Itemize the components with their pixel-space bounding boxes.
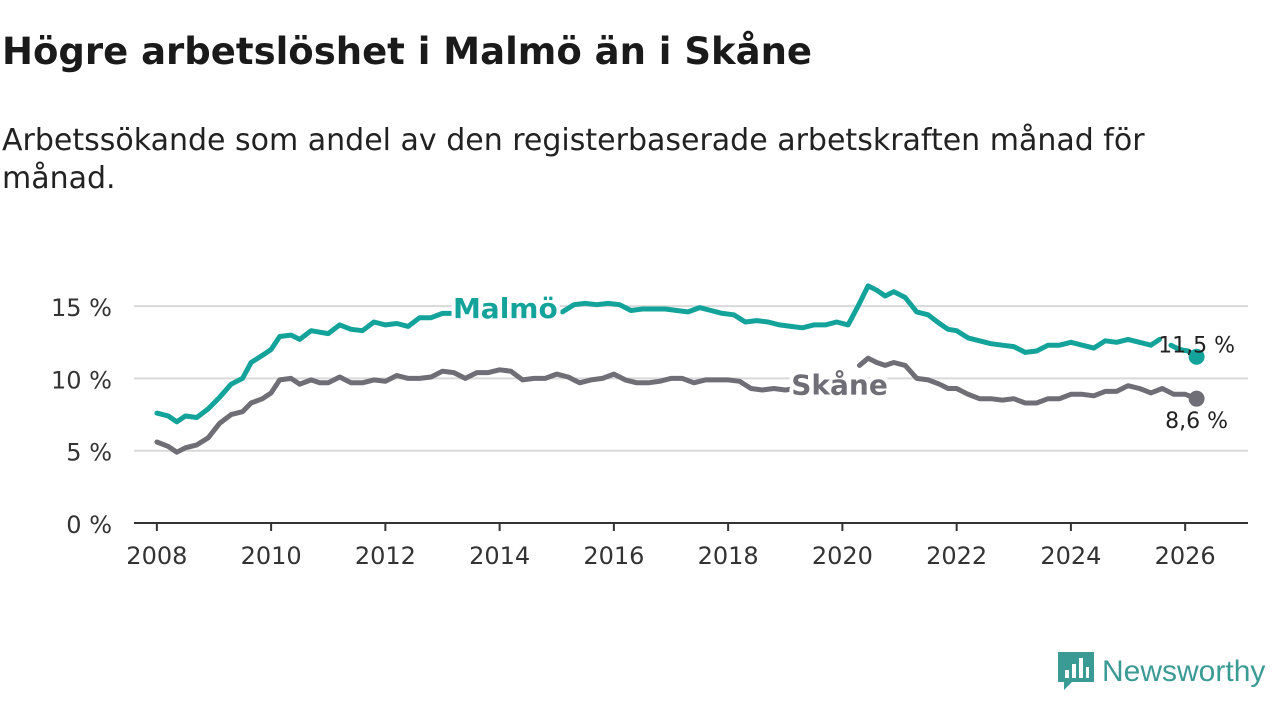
x-tick-label: 2018 — [698, 542, 759, 570]
series-label: Malmö — [453, 292, 558, 325]
x-axis: 2008 2010 2012 2014 2016 2018 2020 2022 2024 2026 — [126, 522, 1248, 570]
series-layer — [154, 283, 1205, 455]
brand-name: Newsworthy — [1102, 655, 1266, 688]
gridlines — [134, 305, 1248, 452]
series-line-skane — [857, 355, 1200, 406]
end-value-label: 8,6 % — [1165, 409, 1228, 434]
newsworthy-logo-icon — [1058, 652, 1094, 690]
x-tick-label: 2024 — [1040, 542, 1101, 570]
x-tick-label: 2016 — [583, 542, 644, 570]
y-tick-label: 15 % — [51, 294, 112, 322]
end-value-label: 11,5 % — [1158, 334, 1235, 359]
x-tick-label: 2020 — [812, 542, 873, 570]
y-tick-label: 10 % — [51, 366, 112, 394]
series-label: Skåne — [791, 369, 888, 402]
x-tick-label: 2012 — [355, 542, 416, 570]
chart-title: Högre arbetslöshet i Malmö än i Skåne — [2, 30, 813, 73]
x-tick-label: 2026 — [1155, 542, 1216, 570]
y-axis: 0 % 5 % 10 % 15 % — [51, 294, 112, 539]
line-chart: 2008 2010 2012 2014 2016 2018 2020 2022 2024 2026… — [51, 283, 1248, 570]
brand-logo: Newsworthy — [1058, 652, 1265, 692]
end-marker-skane — [1188, 390, 1205, 407]
series-line-malmo — [154, 310, 454, 425]
series-line-malmo — [560, 283, 1162, 355]
x-tick-label: 2014 — [469, 542, 530, 570]
chart-subtitle: Arbetssökande som andel av den registerb… — [2, 123, 1145, 196]
annotation-layer: Malmö Skåne 11,5 % 8,6 % — [449, 288, 1235, 434]
x-tick-label: 2022 — [926, 542, 987, 570]
y-tick-label: 0 % — [66, 511, 112, 539]
series-line-skane — [154, 367, 820, 455]
y-tick-label: 5 % — [66, 439, 112, 467]
x-tick-label: 2010 — [241, 542, 302, 570]
end-marker-malmo — [1188, 348, 1205, 365]
x-tick-label: 2008 — [126, 542, 187, 570]
